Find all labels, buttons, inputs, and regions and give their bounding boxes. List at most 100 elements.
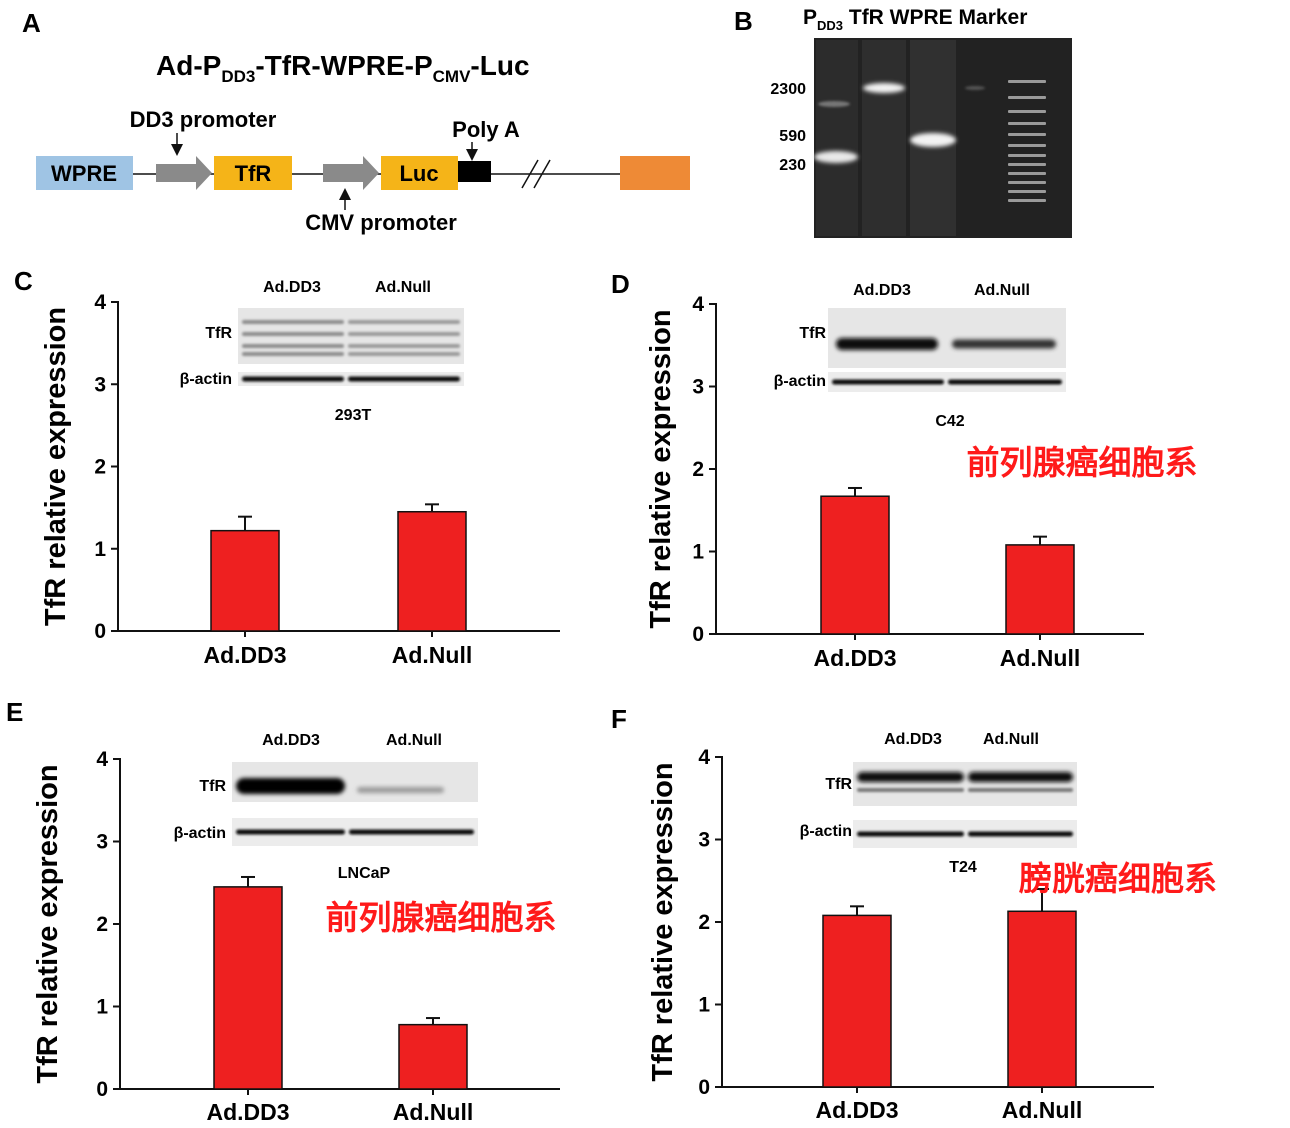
panel-d-label: D — [611, 269, 630, 299]
y-tick-label: 1 — [698, 994, 710, 1017]
western-blot-inset: Ad.DD3 Ad.Null TfR β-actin T24 — [800, 731, 1077, 876]
x-category-label: Ad.Null — [393, 1099, 474, 1125]
poly-a-box — [458, 161, 491, 182]
y-tick-label: 0 — [96, 1078, 108, 1101]
blot-band-tfr — [357, 787, 444, 793]
panel-a-label: A — [22, 8, 41, 38]
x-category-label: Ad.DD3 — [815, 1097, 898, 1123]
bar-ad-dd3 — [210, 529, 280, 632]
y-tick-label: 4 — [96, 748, 108, 771]
blot-row-label-actin: β-actin — [774, 373, 826, 390]
panel-f-label: F — [611, 704, 627, 734]
gel-lane-1 — [816, 40, 858, 236]
x-category-label: Ad.Null — [1000, 645, 1081, 671]
blot-row-label-actin: β-actin — [800, 823, 852, 840]
blot-band-tfr — [242, 320, 344, 324]
ladder-band — [1008, 110, 1046, 113]
blot-row-label-tfr: TfR — [825, 776, 852, 793]
gel-size-590: 590 — [779, 128, 806, 145]
gel-lane-2 — [862, 40, 906, 236]
gel-size-230: 230 — [779, 157, 806, 174]
blot-lane-label: Ad.DD3 — [262, 732, 320, 749]
cell-type-annotation: 前列腺癌细胞系 — [967, 443, 1198, 482]
blot-band-tfr — [952, 339, 1056, 349]
blot-row-label-actin: β-actin — [174, 825, 226, 842]
blot-row-label-tfr: TfR — [199, 778, 226, 795]
cell-line-label: LNCaP — [338, 865, 391, 882]
gel-band-pdd3 — [814, 151, 858, 163]
blot-band-actin — [348, 376, 460, 382]
y-tick-label: 2 — [698, 911, 710, 934]
x-category-label: Ad.DD3 — [206, 1099, 289, 1125]
panel-b-label: B — [734, 6, 753, 36]
blot-band-tfr — [242, 344, 344, 348]
panel-d-chart: D TfR relative expression 0 1 2 3 4 Ad.DD3 Ad.Nu… — [611, 269, 1198, 671]
bar-ad-null — [397, 510, 467, 632]
panel-f-chart: F TfR relative expression 0 1 2 3 4 Ad.DD3 Ad.Nu… — [611, 704, 1217, 1123]
cell-line-label: 293T — [335, 407, 372, 424]
dd3-promoter-label: DD3 promoter — [130, 107, 277, 132]
y-axis-label: TfR relative expression — [40, 307, 72, 626]
bar-ad-null — [1007, 910, 1077, 1088]
ladder-band — [1008, 144, 1046, 147]
y-tick-label: 4 — [692, 293, 704, 316]
blot-lane-label: Ad.DD3 — [884, 731, 942, 748]
dd3-promoter-arrow-icon — [156, 156, 212, 190]
panel-c-label: C — [14, 266, 33, 296]
blot-band-actin — [832, 379, 944, 385]
cell-type-annotation: 前列腺癌细胞系 — [326, 898, 557, 937]
y-tick-label: 0 — [94, 620, 106, 643]
western-blot-inset: Ad.DD3 Ad.Null TfR β-actin LNCaP — [174, 732, 478, 882]
panel-e-chart: E TfR relative expression 0 1 2 3 4 Ad.DD3 Ad.Nu… — [6, 697, 560, 1125]
blot-lane-label: Ad.Null — [974, 282, 1030, 299]
wpre-box — [36, 156, 133, 190]
tfr-box — [214, 156, 292, 190]
blot-lane-label: Ad.DD3 — [853, 282, 911, 299]
panel-a: A Ad-PDD3-TfR-WPRE-PCMV-Luc WPRE TfR Luc… — [22, 8, 690, 235]
blot-band-tfr — [968, 788, 1073, 792]
y-tick-label: 3 — [692, 376, 704, 399]
wpre-label: WPRE — [51, 161, 117, 186]
y-tick-label: 0 — [692, 623, 704, 646]
y-tick-label: 2 — [94, 456, 106, 479]
construct-title: Ad-PDD3-TfR-WPRE-PCMV-Luc — [156, 50, 530, 86]
y-axis-label: TfR relative expression — [32, 764, 64, 1083]
break-mark-2 — [533, 159, 551, 189]
gel-marker-ladder — [1008, 80, 1046, 202]
blot-band-tfr — [857, 772, 964, 782]
blot-band-actin — [857, 831, 964, 837]
blot-band-tfr — [348, 344, 460, 348]
luc-box — [381, 156, 458, 190]
x-category-label: Ad.DD3 — [203, 642, 286, 668]
ladder-band — [1008, 163, 1046, 166]
blot-lane-label: Ad.DD3 — [263, 279, 321, 296]
blot-band-actin — [968, 831, 1073, 837]
blot-band-tfr — [236, 778, 345, 794]
y-tick-label: 3 — [698, 829, 710, 852]
ladder-band — [1008, 199, 1046, 202]
blot-band-tfr — [836, 338, 938, 350]
y-axis-label: TfR relative expression — [645, 309, 677, 628]
cmv-promoter-label: CMV promoter — [305, 210, 457, 235]
blot-band-tfr — [968, 772, 1073, 782]
blot-row-label-tfr: TfR — [799, 325, 826, 342]
ladder-band — [1008, 181, 1046, 184]
ladder-band — [1008, 190, 1046, 193]
y-tick-label: 0 — [698, 1076, 710, 1099]
bar-ad-dd3 — [820, 495, 890, 635]
gel-band-pdd3-faint — [818, 101, 850, 107]
blot-band-tfr — [242, 332, 344, 336]
y-tick-label: 1 — [692, 541, 704, 564]
panel-e-label: E — [6, 697, 23, 727]
blot-membrane-tfr — [853, 762, 1077, 806]
ladder-band — [1008, 122, 1046, 125]
cell-line-label: C42 — [935, 413, 964, 430]
ladder-band — [1008, 96, 1046, 99]
western-blot-inset: Ad.DD3 Ad.Null TfR β-actin C42 — [774, 282, 1066, 430]
y-axis-label: TfR relative expression — [647, 762, 679, 1081]
blot-band-tfr — [348, 332, 460, 336]
gel-size-2300: 2300 — [770, 81, 806, 98]
ladder-band — [1008, 133, 1046, 136]
end-box — [620, 156, 690, 190]
